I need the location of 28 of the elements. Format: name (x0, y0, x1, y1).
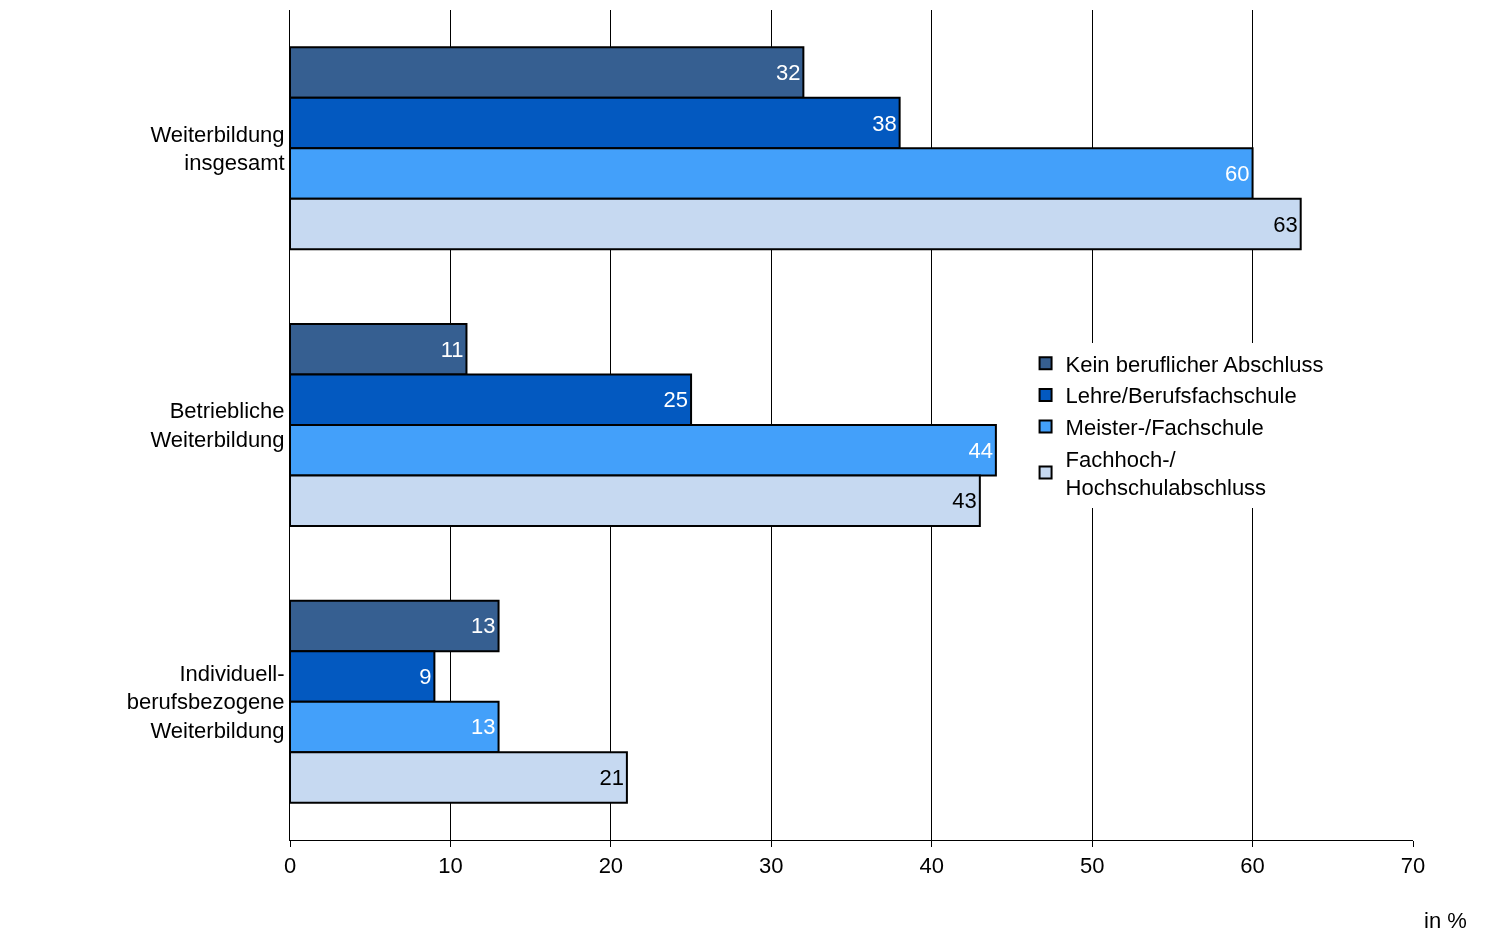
data-label: 9 (419, 663, 432, 689)
y-tick-label: Betriebliche Weiterbildung (150, 398, 285, 452)
x-tick-label: 70 (1400, 853, 1426, 879)
x-tick-label: 20 (598, 853, 624, 879)
data-label: 44 (968, 437, 993, 463)
data-label: 11 (440, 336, 464, 362)
x-tick-label: 40 (919, 853, 944, 879)
data-label: 32 (775, 60, 801, 86)
x-axis-title: in % (1424, 908, 1467, 933)
legend-label: Meister-/Fachschule (1065, 415, 1264, 441)
x-tick-label: 10 (438, 853, 463, 879)
x-tick-label: 50 (1079, 853, 1105, 879)
data-label: 13 (471, 613, 496, 639)
data-label: 13 (471, 714, 496, 740)
x-tick-label: 60 (1240, 853, 1265, 879)
legend-label: Kein beruflicher Abschluss (1065, 351, 1324, 377)
y-tick-label: Weiterbildung insgesamt (150, 121, 285, 176)
data-label: 43 (952, 488, 977, 514)
data-label: 60 (1225, 161, 1250, 187)
legend-label: Fachhoch-/ Hochschulabschluss (1065, 446, 1267, 501)
data-label: 38 (872, 110, 897, 136)
y-tick-label: Individuell- berufsbezogene Weiterbildung (126, 660, 285, 743)
data-label: 25 (663, 387, 689, 413)
data-label: 63 (1273, 211, 1298, 237)
x-tick-label: 0 (283, 853, 297, 879)
legend-label: Lehre/Berufsfachschule (1065, 383, 1297, 409)
x-tick-label: 30 (759, 853, 784, 879)
data-label: 21 (599, 764, 624, 790)
